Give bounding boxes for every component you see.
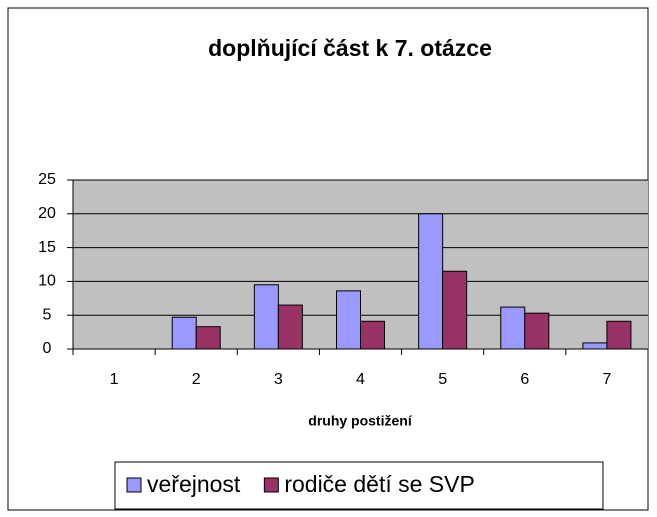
- y-tick-label: 5: [43, 306, 52, 323]
- bar: [253, 284, 279, 350]
- x-tick-label: 6: [520, 371, 529, 388]
- bar: [606, 320, 632, 350]
- bar: [195, 326, 221, 350]
- bar: [524, 312, 550, 350]
- x-tick-label: 1: [110, 371, 119, 388]
- legend-label: rodiče dětí se SVP: [284, 471, 475, 497]
- bar: [277, 304, 303, 350]
- x-tick-label: 4: [356, 371, 365, 388]
- y-tick-label: 10: [38, 273, 56, 290]
- y-tick-label: 25: [38, 171, 56, 188]
- x-tick-label: 7: [602, 371, 611, 388]
- legend-swatch: [263, 477, 279, 493]
- bar: [171, 316, 197, 350]
- legend-label: veřejnost: [147, 471, 241, 497]
- bar: [360, 320, 385, 350]
- x-tick-label: 2: [192, 371, 201, 388]
- x-tick-label: 5: [438, 371, 447, 388]
- bar: [500, 306, 526, 350]
- bar: [442, 270, 468, 350]
- y-tick-label: 20: [38, 205, 56, 222]
- bar: [418, 213, 444, 350]
- x-tick-label: 3: [274, 371, 283, 388]
- y-tick-label: 15: [38, 239, 56, 256]
- bar: [336, 290, 361, 350]
- legend-swatch: [126, 477, 142, 493]
- legend-box: [114, 461, 604, 510]
- x-axis-label: druhy postižení: [308, 413, 413, 429]
- chart-title: doplňující část k 7. otázce: [208, 35, 492, 61]
- y-tick-label: 0: [43, 340, 52, 357]
- bar: [582, 342, 608, 350]
